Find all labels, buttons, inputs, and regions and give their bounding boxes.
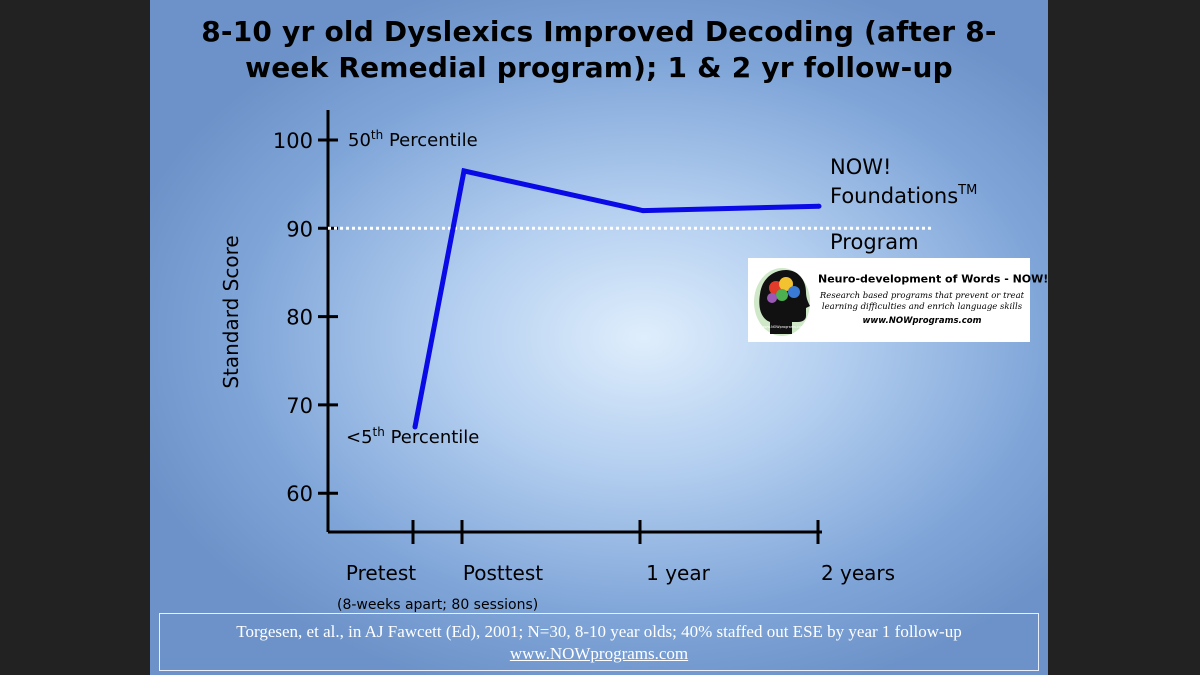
x-tick-label: 1 year — [646, 561, 710, 585]
y-tick-label: 60 — [286, 482, 313, 506]
logo-subtitle: Research based programs that prevent or … — [819, 291, 1025, 312]
data-point — [412, 424, 418, 430]
y-tick-label: 70 — [286, 394, 313, 418]
citation-link[interactable]: www.NOWprograms.com — [509, 644, 689, 663]
annotation-5th: <5th Percentile — [346, 425, 479, 448]
series-label-line1: NOW! — [830, 155, 891, 179]
series-label-line2: FoundationsTM — [830, 183, 977, 208]
slide-title: 8-10 yr old Dyslexics Improved Decoding … — [150, 14, 1048, 86]
brain-head-icon: www.NOWprograms.com — [754, 268, 810, 336]
y-tick-label: 90 — [286, 217, 313, 241]
citation-box: Torgesen, et al., in AJ Fawcett (Ed), 20… — [159, 613, 1039, 671]
x-tick-label: 2 years — [821, 561, 895, 585]
slide: 8-10 yr old Dyslexics Improved Decoding … — [150, 0, 1048, 675]
annotation-50th: 50th Percentile — [348, 128, 478, 151]
title-line-2: week Remedial program); 1 & 2 yr follow-… — [245, 51, 953, 84]
x-tick-label: Pretest — [346, 561, 416, 585]
x-axis-note: (8-weeks apart; 80 sessions) — [337, 597, 538, 613]
citation-text: Torgesen, et al., in AJ Fawcett (Ed), 20… — [236, 622, 962, 641]
y-tick-label: 80 — [286, 306, 313, 330]
y-axis-label: Standard Score — [219, 235, 243, 388]
series-line — [412, 167, 820, 428]
data-point — [816, 203, 822, 209]
logo-url: www.NOWprograms.com — [862, 316, 982, 326]
x-tick-label: Posttest — [463, 561, 543, 585]
svg-text:www.NOWprograms.com: www.NOWprograms.com — [762, 325, 805, 329]
y-tick-label: 100 — [273, 129, 313, 153]
series-label-line3: Program — [830, 230, 919, 254]
logo-box: www.NOWprograms.com Neuro-development of… — [748, 258, 1048, 342]
title-line-1: 8-10 yr old Dyslexics Improved Decoding … — [201, 15, 997, 48]
line-chart: 60 70 80 90 100 Pretest Posttest 1 year 2 years… — [219, 110, 977, 613]
data-point — [640, 208, 646, 214]
logo-title: Neuro-development of Words - NOW!® — [818, 272, 1048, 286]
data-point — [461, 168, 467, 174]
